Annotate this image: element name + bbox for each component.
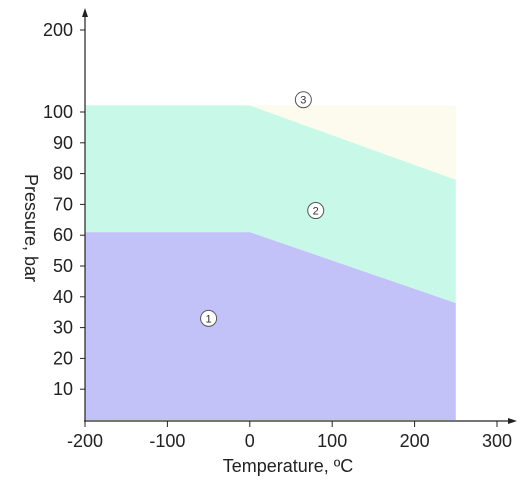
x-tick-label: -100 bbox=[149, 431, 185, 451]
region-marker-label: 1 bbox=[206, 313, 212, 325]
y-tick-label: 200 bbox=[43, 20, 73, 40]
region-3-marker: 3 bbox=[294, 91, 312, 109]
regions-layer bbox=[85, 105, 456, 420]
ticks-layer: -200 -100 0 100 200 300 10 20 30 40 50 60 70 80 90 100 2… bbox=[43, 20, 512, 451]
x-tick-label: -200 bbox=[67, 431, 103, 451]
region-marker-label: 2 bbox=[313, 206, 319, 218]
y-tick-label: 90 bbox=[53, 133, 73, 153]
y-tick-label: 30 bbox=[53, 318, 73, 338]
region-1-marker: 1 bbox=[200, 309, 218, 327]
region-marker-label: 3 bbox=[300, 95, 306, 107]
y-tick-label: 80 bbox=[53, 164, 73, 184]
y-tick-label: 70 bbox=[53, 194, 73, 214]
x-axis-title: Temperature, ºC bbox=[223, 456, 354, 476]
y-tick-label: 60 bbox=[53, 225, 73, 245]
x-tick-label: 100 bbox=[317, 431, 347, 451]
x-tick-label: 300 bbox=[482, 431, 512, 451]
y-axis-title: Pressure, bar bbox=[21, 174, 41, 282]
region-marker-circle bbox=[200, 309, 218, 327]
region-3-area bbox=[249, 105, 456, 180]
axes-layer bbox=[82, 8, 517, 424]
region-2-area bbox=[85, 105, 456, 304]
x-tick-label: 200 bbox=[400, 431, 430, 451]
y-axis-arrow-icon bbox=[82, 8, 88, 17]
y-tick-label: 20 bbox=[53, 348, 73, 368]
labels-layer: 1 2 3 bbox=[200, 91, 325, 327]
region-2-marker: 2 bbox=[307, 202, 325, 220]
y-tick-label: 40 bbox=[53, 287, 73, 307]
region-marker-circle bbox=[307, 202, 325, 220]
x-tick-label: 0 bbox=[245, 431, 255, 451]
y-tick-label: 100 bbox=[43, 102, 73, 122]
x-axis-arrow-icon bbox=[508, 418, 517, 424]
region-marker-circle bbox=[294, 91, 312, 109]
y-tick-label: 10 bbox=[53, 379, 73, 399]
region-1-area bbox=[85, 232, 456, 420]
y-tick-label: 50 bbox=[53, 256, 73, 276]
